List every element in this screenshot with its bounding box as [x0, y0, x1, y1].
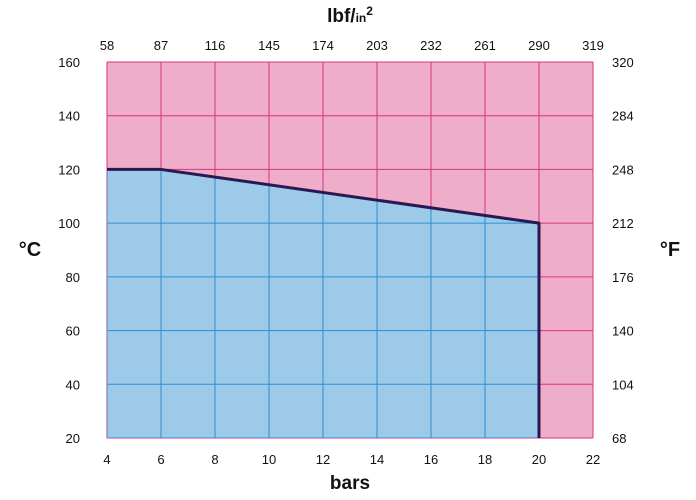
x-bottom-tick-label: 16 [424, 452, 438, 467]
x-bottom-tick-label: 22 [586, 452, 600, 467]
limit-curve [107, 167, 541, 438]
y-left-tick-labels: 20 40 60 80 100 120 140 160 [58, 55, 80, 446]
x-bottom-tick-label: 8 [211, 452, 218, 467]
y-right-tick-label: 320 [612, 55, 634, 70]
x-bottom-tick-label: 4 [103, 452, 110, 467]
x-top-axis-title-sub: in [356, 11, 367, 25]
grid-inside [107, 169, 539, 438]
y-right-tick-label: 104 [612, 377, 634, 392]
y-right-tick-label: 284 [612, 109, 634, 124]
x-bottom-axis-title: bars [330, 473, 370, 494]
y-left-tick-label: 100 [58, 216, 80, 231]
x-bottom-tick-label: 12 [316, 452, 330, 467]
y-left-tick-label: 60 [66, 324, 80, 339]
x-top-axis-title-main: lbf/ [327, 6, 356, 27]
x-top-tick-label: 145 [258, 38, 280, 53]
y-right-tick-labels: 68 104 140 176 212 248 284 320 [612, 55, 634, 446]
x-top-tick-label: 174 [312, 38, 334, 53]
y-left-tick-label: 140 [58, 109, 80, 124]
y-left-axis-title: °C [19, 239, 41, 261]
x-bottom-tick-label: 18 [478, 452, 492, 467]
x-top-tick-label: 261 [474, 38, 496, 53]
x-top-axis-title: lbf/in2 [327, 4, 373, 27]
x-top-tick-label: 203 [366, 38, 388, 53]
y-right-tick-label: 140 [612, 324, 634, 339]
y-right-axis-title: °F [660, 239, 680, 261]
x-top-tick-label: 116 [205, 38, 226, 53]
x-top-axis-title-sup: 2 [366, 4, 373, 18]
x-top-tick-label: 87 [154, 38, 168, 53]
y-left-tick-label: 80 [66, 270, 80, 285]
x-bottom-tick-labels: 4 6 8 10 12 14 16 18 20 22 [103, 452, 600, 467]
y-right-tick-label: 68 [612, 431, 626, 446]
y-right-tick-label: 248 [612, 162, 634, 177]
y-left-tick-label: 40 [66, 377, 80, 392]
x-top-tick-label: 290 [528, 38, 550, 53]
x-bottom-tick-label: 20 [532, 452, 546, 467]
x-top-tick-label: 58 [100, 38, 114, 53]
y-left-tick-label: 20 [66, 431, 80, 446]
y-left-tick-label: 160 [58, 55, 80, 70]
x-top-tick-label: 319 [582, 38, 604, 53]
x-bottom-tick-label: 6 [157, 452, 164, 467]
y-right-tick-label: 212 [612, 216, 634, 231]
y-left-tick-label: 120 [58, 162, 80, 177]
y-right-tick-label: 176 [612, 270, 634, 285]
x-top-tick-label: 232 [420, 38, 442, 53]
x-bottom-tick-label: 10 [262, 452, 276, 467]
x-top-tick-labels: 58 87 116 145 174 203 232 261 290 319 [100, 38, 604, 53]
x-bottom-tick-label: 14 [370, 452, 384, 467]
